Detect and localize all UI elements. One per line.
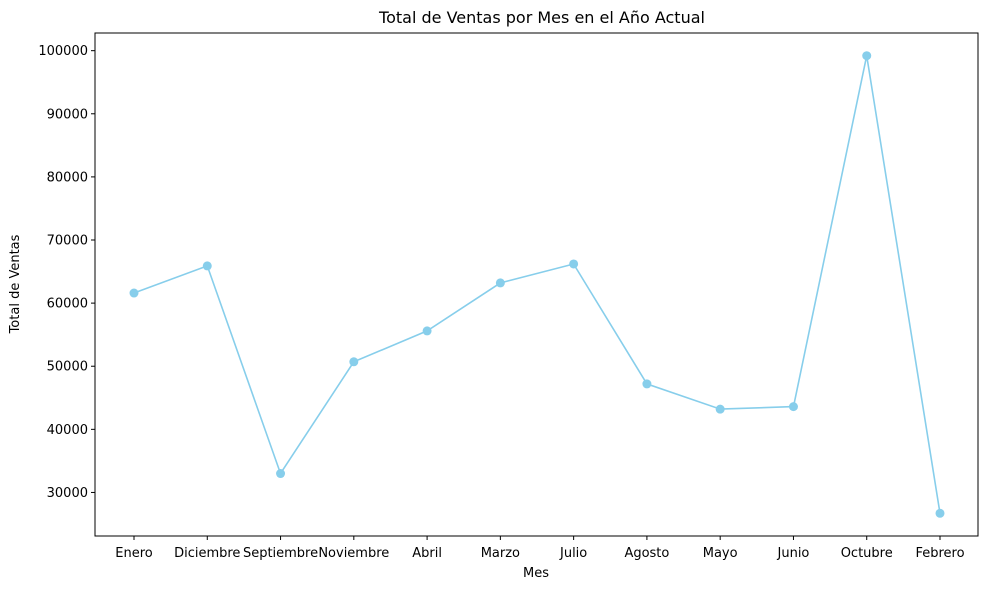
x-tick-label: Mayo [703,546,738,561]
x-tick-label: Noviembre [318,546,389,561]
data-points [129,51,945,518]
x-axis-label: Mes [523,566,549,581]
y-tick-label: 40000 [47,423,88,438]
x-tick-label: Julio [559,546,587,561]
series-line [133,55,941,514]
data-point [495,278,505,288]
x-tick-label: Diciembre [174,546,240,561]
plot-frame [94,32,979,537]
data-point [715,404,725,414]
data-point [935,508,945,518]
y-tick-label: 90000 [47,107,88,122]
data-point [202,261,212,271]
data-point [129,288,139,298]
y-tick-label: 80000 [47,170,88,185]
data-point [276,469,286,479]
x-tick-label: Marzo [481,546,520,561]
data-point [642,379,652,389]
y-axis: 30000 40000 50000 60000 70000 80000 90000 10000… [38,44,95,501]
x-tick-label: Octubre [841,546,893,561]
x-tick-label: Junio [777,546,810,561]
x-tick-label: Abril [412,546,442,561]
x-axis: Enero Diciembre Septiembre Noviembre Abril Ma… [115,536,965,561]
y-tick-label: 100000 [38,44,88,59]
data-point [422,326,432,336]
data-point [788,402,798,412]
data-point [569,259,579,269]
x-tick-label: Agosto [624,546,669,561]
y-tick-label: 70000 [47,234,88,249]
y-tick-label: 30000 [47,486,88,501]
y-tick-label: 50000 [47,360,88,375]
x-tick-label: Enero [115,546,153,561]
data-point [349,357,359,367]
data-point [862,51,872,61]
x-tick-label: Septiembre [243,546,318,561]
y-axis-label: Total de Ventas [8,234,23,334]
y-tick-label: 60000 [47,297,88,312]
x-tick-label: Febrero [915,546,964,561]
chart-title: Total de Ventas por Mes en el Año Actual [378,8,705,27]
